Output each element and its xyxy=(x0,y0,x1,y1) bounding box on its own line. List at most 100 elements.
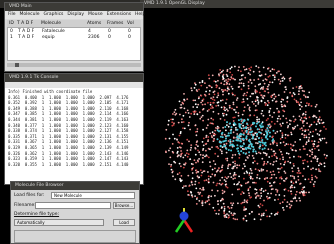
atom xyxy=(307,166,309,168)
atom xyxy=(196,203,198,205)
atom xyxy=(307,161,309,163)
atom xyxy=(221,133,223,135)
atom xyxy=(233,183,235,185)
atom xyxy=(229,145,231,147)
atom xyxy=(222,99,224,101)
atom xyxy=(236,135,238,137)
menu-item[interactable]: File xyxy=(8,12,16,17)
atom xyxy=(238,115,240,117)
atom xyxy=(231,204,233,206)
atom xyxy=(201,175,203,177)
atom xyxy=(196,141,198,143)
atom xyxy=(183,99,185,101)
atom xyxy=(306,136,308,138)
atom xyxy=(179,114,181,116)
atom xyxy=(224,107,226,109)
atom xyxy=(309,155,311,157)
atom xyxy=(237,183,239,185)
atom xyxy=(236,99,238,101)
menu-item[interactable]: Graphics xyxy=(44,12,64,17)
atom xyxy=(245,95,247,97)
menu-item[interactable]: Display xyxy=(67,12,84,17)
atom xyxy=(261,213,263,215)
atom xyxy=(245,137,247,139)
atom xyxy=(213,111,215,113)
atom xyxy=(200,154,202,156)
atom xyxy=(301,87,303,89)
atom xyxy=(176,139,178,141)
atom xyxy=(279,123,281,125)
atom xyxy=(249,115,251,117)
atom xyxy=(184,108,186,110)
filename-input[interactable] xyxy=(35,202,111,209)
atom xyxy=(255,197,257,199)
atom xyxy=(263,190,265,192)
table-cell: 0 xyxy=(10,29,13,34)
atom xyxy=(241,101,243,103)
atom xyxy=(250,124,252,126)
atom xyxy=(228,126,230,128)
atom xyxy=(284,78,286,80)
atom xyxy=(198,151,200,153)
atom xyxy=(276,157,278,159)
atom xyxy=(235,124,237,126)
atom xyxy=(266,132,268,134)
atom xyxy=(270,70,272,72)
menu-item[interactable]: Molecule xyxy=(20,12,40,17)
atom xyxy=(243,110,245,112)
atom xyxy=(252,138,254,140)
atom xyxy=(284,171,286,173)
console-output: Info) Finished with coordinate file0.361… xyxy=(8,89,142,184)
atom xyxy=(248,174,250,176)
atom xyxy=(310,150,312,152)
atom xyxy=(299,200,301,202)
atom xyxy=(187,156,189,158)
atom xyxy=(293,92,295,94)
menu-item[interactable]: Mouse xyxy=(88,12,103,17)
atom xyxy=(240,82,242,84)
atom xyxy=(229,83,231,85)
atom xyxy=(199,118,201,120)
atom xyxy=(229,72,231,74)
atom xyxy=(184,128,186,130)
atom xyxy=(267,100,269,102)
slider-handle[interactable] xyxy=(15,63,19,67)
label: Determine file type: xyxy=(14,212,59,217)
atom xyxy=(287,96,289,98)
atom xyxy=(265,104,267,106)
atom xyxy=(244,93,246,95)
atom xyxy=(257,174,259,176)
molecule-select[interactable]: New Molecule xyxy=(51,192,135,199)
atom xyxy=(267,138,269,140)
atom xyxy=(210,166,212,168)
load-button[interactable]: Load xyxy=(113,219,135,226)
atom xyxy=(228,93,230,95)
filetype-select[interactable]: Automatically xyxy=(14,219,104,226)
atom xyxy=(223,74,225,76)
atom xyxy=(300,183,302,185)
atom xyxy=(291,167,293,169)
atom xyxy=(262,88,264,90)
atom xyxy=(239,79,241,81)
atom xyxy=(212,98,214,100)
atom xyxy=(218,113,220,115)
atom xyxy=(226,160,228,162)
atom xyxy=(249,74,251,76)
atom xyxy=(251,82,253,84)
atom xyxy=(289,123,291,125)
browse-button[interactable]: Browse... xyxy=(113,202,135,209)
menu-item[interactable]: Help xyxy=(135,12,145,17)
atom xyxy=(217,102,219,104)
atom xyxy=(305,143,307,145)
atom xyxy=(279,203,281,205)
atom xyxy=(246,172,248,174)
atom xyxy=(215,84,217,86)
atom xyxy=(219,170,221,172)
atom xyxy=(305,105,307,107)
atom xyxy=(269,216,271,218)
menu-item[interactable]: Extensions xyxy=(107,12,131,17)
atom xyxy=(247,182,249,184)
atom xyxy=(234,154,236,156)
atom xyxy=(281,104,283,106)
time-slider[interactable] xyxy=(7,63,141,67)
